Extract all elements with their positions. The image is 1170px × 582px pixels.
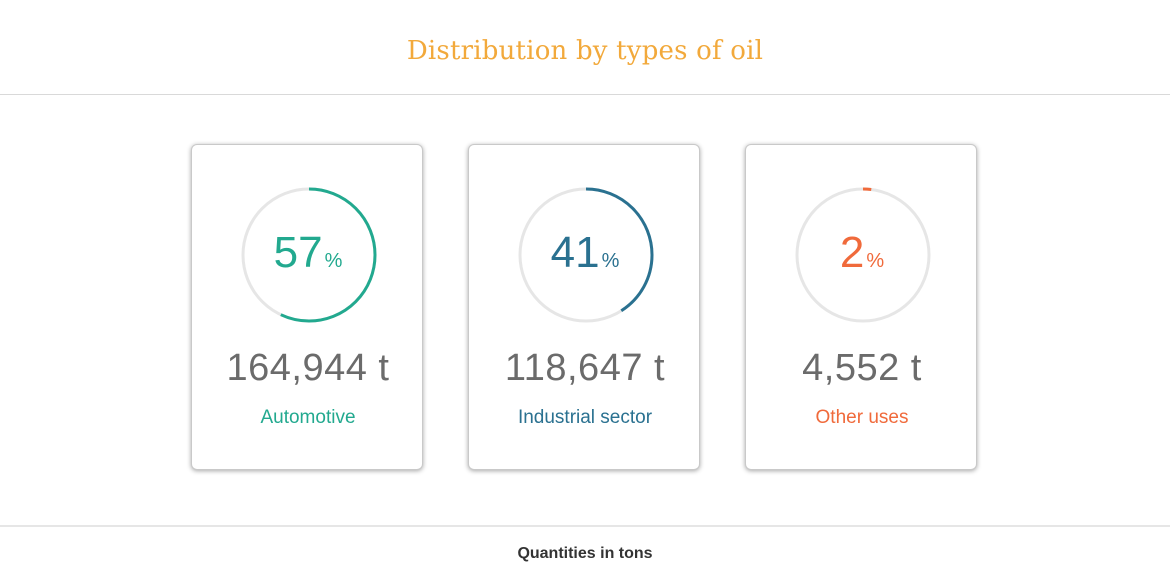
page-title: Distribution by types of oil [406, 36, 764, 66]
card-label: Industrial sector [517, 407, 653, 428]
progress-ring [518, 187, 654, 323]
percentage: 41% [469, 225, 701, 289]
footer-note: Quantities in tons [517, 545, 653, 562]
percent-sign: % [324, 250, 343, 272]
ring-arc [241, 187, 377, 323]
percentage: 2% [746, 225, 978, 289]
header-divider [0, 94, 1170, 95]
progress-ring [241, 187, 377, 323]
card-other: 2% 4,552 t Other uses [745, 144, 977, 470]
quantity: 4,552 t [802, 347, 922, 389]
percent-sign: % [866, 250, 885, 272]
card-automotive: 57% 164,944 t Automotive [191, 144, 423, 470]
card-label: Other uses [815, 407, 909, 428]
footer-divider [0, 525, 1170, 527]
card-label: Automotive [260, 407, 356, 428]
quantity: 164,944 t [226, 347, 390, 389]
quantity: 118,647 t [504, 347, 666, 389]
progress-ring [795, 187, 931, 323]
percent-value: 2 [839, 228, 865, 277]
percent-value: 41 [550, 228, 600, 277]
percent-value: 57 [273, 228, 323, 277]
ring-arc [795, 187, 931, 323]
percentage: 57% [192, 225, 424, 289]
percent-sign: % [601, 250, 620, 272]
ring-arc [518, 187, 654, 323]
card-industrial: 41% 118,647 t Industrial sector [468, 144, 700, 470]
